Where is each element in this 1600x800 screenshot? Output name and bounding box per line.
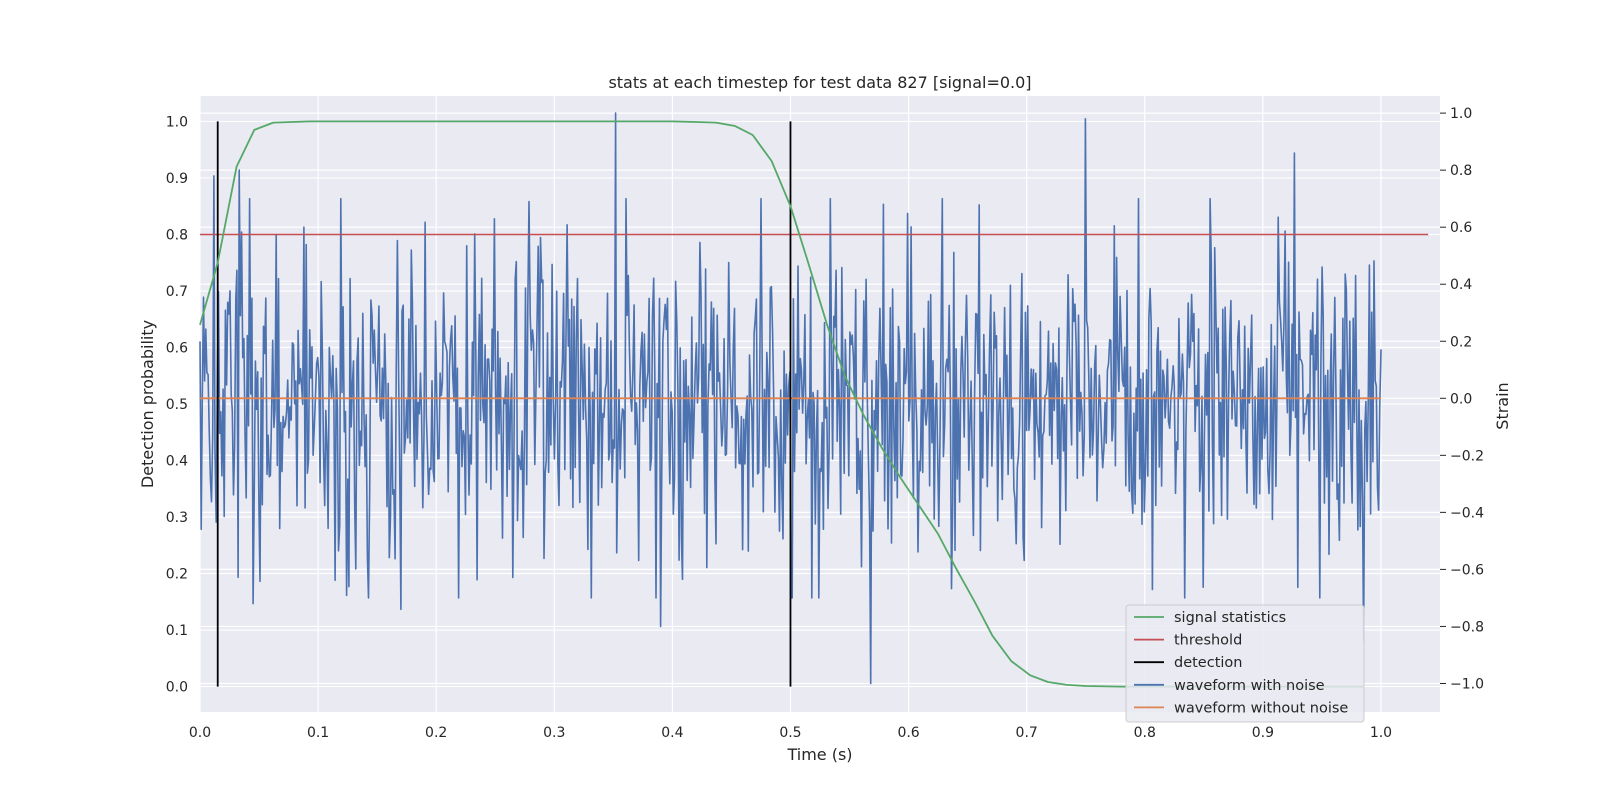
y2-tick-label: −1.0 [1450, 676, 1484, 692]
legend-label: waveform with noise [1174, 678, 1325, 694]
y-tick-label: 0.9 [166, 171, 188, 187]
legend: signal statistics threshold detection wavef… [1125, 604, 1365, 723]
y-tick-label: 0.4 [166, 454, 188, 470]
x-tick-label: 0.1 [307, 725, 329, 741]
legend-label: detection [1174, 655, 1242, 671]
x-tick-label: 0.2 [425, 725, 447, 741]
x-tick-label: 0.3 [543, 725, 565, 741]
legend-label: waveform without noise [1174, 700, 1348, 716]
x-tick-label: 0.7 [1016, 725, 1038, 741]
y2-axis-ticks: −1.0 −0.8 −0.6 −0.4 −0.2 0.0 0.2 0.4 0.6 0.8 1.0 [1440, 106, 1484, 692]
y-axis-ticks: 0.0 0.1 0.2 0.3 0.4 0.5 0.6 0.7 0.8 0.9 1.0 [166, 114, 188, 695]
x-tick-label: 0.9 [1252, 725, 1274, 741]
y-axis-label: Detection probability [138, 320, 157, 488]
legend-box [1125, 604, 1365, 723]
x-axis-label: Time (s) [786, 745, 852, 764]
signal-statistics-line [199, 120, 1364, 688]
legend-label: signal statistics [1174, 610, 1286, 626]
x-tick-label: 0.6 [897, 725, 919, 741]
x-tick-label: 0.0 [189, 725, 211, 741]
y2-tick-label: 0.0 [1450, 391, 1472, 407]
y2-tick-label: −0.6 [1450, 562, 1484, 578]
y-tick-label: 0.5 [166, 397, 188, 413]
y2-tick-label: −0.8 [1450, 619, 1484, 635]
y2-tick-label: 0.2 [1450, 334, 1472, 350]
x-tick-label: 1.0 [1370, 725, 1392, 741]
x-axis-ticks: 0.0 0.1 0.2 0.3 0.4 0.5 0.6 0.7 0.8 0.9 1.0 [189, 725, 1392, 741]
y2-tick-label: −0.2 [1450, 448, 1484, 464]
y-tick-label: 1.0 [166, 114, 188, 130]
x-tick-label: 0.8 [1134, 725, 1156, 741]
y-tick-label: 0.0 [166, 680, 188, 696]
y-tick-label: 0.7 [166, 284, 188, 300]
y2-tick-label: 0.6 [1450, 220, 1472, 236]
legend-label: threshold [1174, 633, 1242, 649]
chart-title: stats at each timestep for test data 827… [608, 73, 1031, 92]
y2-tick-label: 0.4 [1450, 277, 1472, 293]
y-tick-label: 0.3 [166, 510, 188, 526]
x-tick-label: 0.4 [661, 725, 683, 741]
y2-tick-label: 1.0 [1450, 106, 1472, 122]
y-tick-label: 0.2 [166, 567, 188, 583]
y2-tick-label: 0.8 [1450, 163, 1472, 179]
y2-axis-label: Strain [1493, 382, 1512, 429]
y-tick-label: 0.6 [166, 340, 188, 356]
y-tick-label: 0.8 [166, 227, 188, 243]
x-tick-label: 0.5 [779, 725, 801, 741]
y2-tick-label: −0.4 [1450, 505, 1484, 521]
y-tick-label: 0.1 [166, 623, 188, 639]
series-layer [199, 112, 1429, 688]
